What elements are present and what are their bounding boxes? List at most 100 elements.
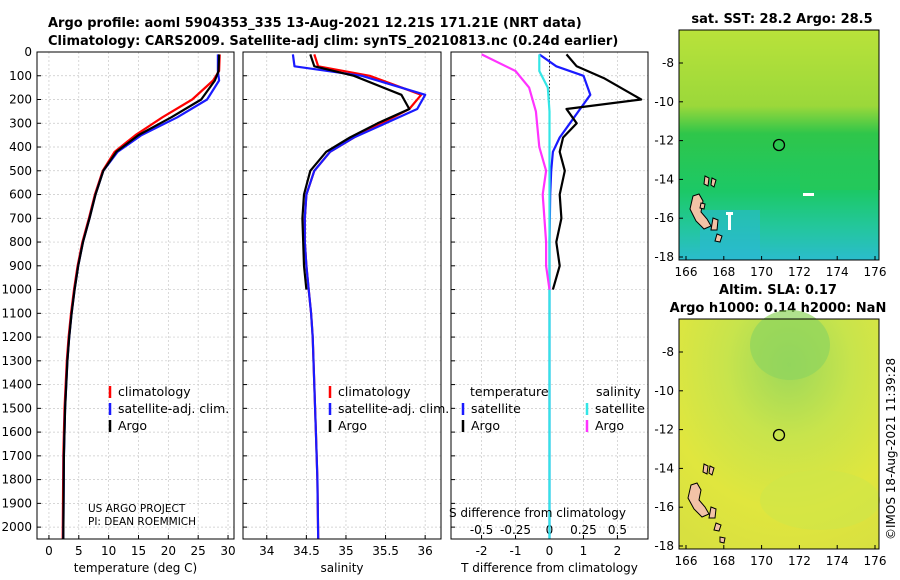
- series-climatology: [61, 54, 221, 540]
- map-lon-label: 166: [675, 265, 698, 279]
- map-lon-label: 172: [788, 265, 811, 279]
- x-tick-label: 0: [45, 544, 53, 558]
- depth-tick-label: 300: [9, 116, 32, 130]
- s-tick-label: 0.25: [570, 523, 597, 537]
- map-lat-label: -14: [654, 172, 674, 186]
- legend-argo: Argo: [338, 418, 367, 433]
- map-lon-label: 176: [864, 554, 887, 568]
- depth-tick-label: 700: [9, 211, 32, 225]
- map-lat-label: -10: [654, 95, 674, 109]
- s-tick-label: -0.25: [500, 523, 531, 537]
- sla-map-frame: [678, 318, 880, 550]
- depth-tick-label: 0: [24, 45, 32, 59]
- x-tick-label: 2: [614, 544, 622, 558]
- x-tick-label: -1: [510, 544, 522, 558]
- sst-map-title: sat. SST: 28.2 Argo: 28.5: [691, 12, 872, 27]
- sst-map: [678, 29, 880, 261]
- map-lat-label: -12: [654, 423, 674, 437]
- x-tick-label: 34.5: [293, 544, 320, 558]
- x-tick-label: 35: [338, 544, 353, 558]
- map-lon-label: 174: [826, 265, 849, 279]
- depth-tick-label: 2000: [1, 520, 32, 534]
- legend-t-satellite: satellite: [471, 401, 521, 416]
- x-tick-label: 10: [101, 544, 116, 558]
- temperature-panel: 0100200300400500600700800900100011001200…: [1, 45, 235, 575]
- series-climatology: [303, 54, 423, 540]
- argo-position-marker: [772, 428, 786, 442]
- depth-tick-label: 1600: [1, 425, 32, 439]
- title-line-1: Argo profile: aoml 5904353_335 13-Aug-20…: [48, 16, 582, 31]
- axes-frame: [450, 51, 649, 540]
- legend-t-argo: Argo: [471, 418, 500, 433]
- difference-panel: -2 -1 0 1 2-0.5 -0.25 0 0.25 0.5T difference fro…: [450, 51, 649, 575]
- s-difference-label: S difference from climatology: [449, 506, 626, 520]
- depth-tick-label: 400: [9, 140, 32, 154]
- difference-legend: temperature salinity satellite Argo sate…: [461, 384, 645, 433]
- legend-s-argo: Argo: [595, 418, 624, 433]
- salinity-legend: climatology satellite-adj. clim. Argo: [328, 384, 449, 433]
- legend-s-satellite: satellite: [595, 401, 645, 416]
- x-tick-label: 0: [546, 544, 554, 558]
- legend-temperature-title: temperature: [470, 384, 549, 399]
- sla-map-title-1: Altim. SLA: 0.17: [719, 283, 837, 298]
- title-line-2: Climatology: CARS2009. Satellite-adj cli…: [48, 34, 618, 49]
- salinity-panel: 34 34.5 35 35.5 36 salinity: [242, 51, 442, 575]
- map-lat-label: -18: [654, 250, 674, 264]
- series-s-satellite: [538, 54, 551, 539]
- map-lon-label: 172: [788, 554, 811, 568]
- legend-satellite-clim: satellite-adj. clim.: [338, 401, 449, 416]
- depth-tick-label: 800: [9, 235, 32, 249]
- x-tick-label: 30: [220, 544, 235, 558]
- x-axis-label: temperature (deg C): [74, 561, 197, 575]
- series-s-argo: [481, 53, 551, 290]
- map-lat-label: -8: [662, 56, 674, 70]
- map-lat-label: -18: [654, 539, 674, 553]
- map-lat-label: -14: [654, 461, 674, 475]
- credit-project: US ARGO PROJECT: [88, 503, 186, 515]
- temperature-legend: climatology satellite-adj. clim. Argo: [108, 384, 229, 433]
- series-satellite-adj-clim-: [62, 54, 221, 540]
- map-lon-label: 168: [712, 265, 735, 279]
- depth-tick-label: 200: [9, 93, 32, 107]
- map-lat-label: -12: [654, 134, 674, 148]
- map-lat-label: -8: [662, 345, 674, 359]
- imos-timestamp: ©IMOS 18-Aug-2021 11:39:28: [884, 358, 898, 540]
- depth-tick-label: 100: [9, 69, 32, 83]
- credit-pi: PI: DEAN ROEMMICH: [88, 516, 196, 528]
- sla-patch: [760, 470, 880, 530]
- depth-tick-label: 1700: [1, 449, 32, 463]
- x-tick-label: 5: [75, 544, 83, 558]
- s-tick-label: -0.5: [470, 523, 493, 537]
- map-lon-label: 176: [864, 265, 887, 279]
- series-argo: [62, 54, 221, 540]
- sst-patch: [800, 160, 880, 190]
- depth-tick-label: 1100: [1, 306, 32, 320]
- vanuatu-islands: [687, 463, 726, 544]
- s-tick-label: 0.5: [608, 523, 627, 537]
- map-lon-label: 166: [675, 554, 698, 568]
- sst-missing-data: [803, 193, 814, 196]
- x-tick-label: 25: [191, 544, 206, 558]
- series-argo: [301, 54, 411, 290]
- legend-climatology: climatology: [338, 384, 411, 399]
- x-tick-label: -2: [476, 544, 488, 558]
- legend-argo: Argo: [118, 418, 147, 433]
- depth-tick-label: 500: [9, 164, 32, 178]
- x-tick-label: 15: [131, 544, 146, 558]
- depth-tick-label: 1900: [1, 496, 32, 510]
- depth-tick-label: 600: [9, 188, 32, 202]
- argo-position-marker: [772, 138, 786, 152]
- series-satellite-adj-clim-: [291, 54, 427, 540]
- x-tick-label: 36: [418, 544, 433, 558]
- map-lon-label: 168: [712, 554, 735, 568]
- legend-climatology: climatology: [118, 384, 191, 399]
- depth-tick-label: 1300: [1, 354, 32, 368]
- x-tick-label: 35.5: [372, 544, 399, 558]
- x-axis-label: salinity: [320, 561, 363, 575]
- depth-tick-label: 900: [9, 259, 32, 273]
- sst-missing-data: [728, 212, 731, 230]
- depth-tick-label: 1000: [1, 283, 32, 297]
- map-lat-label: -10: [654, 384, 674, 398]
